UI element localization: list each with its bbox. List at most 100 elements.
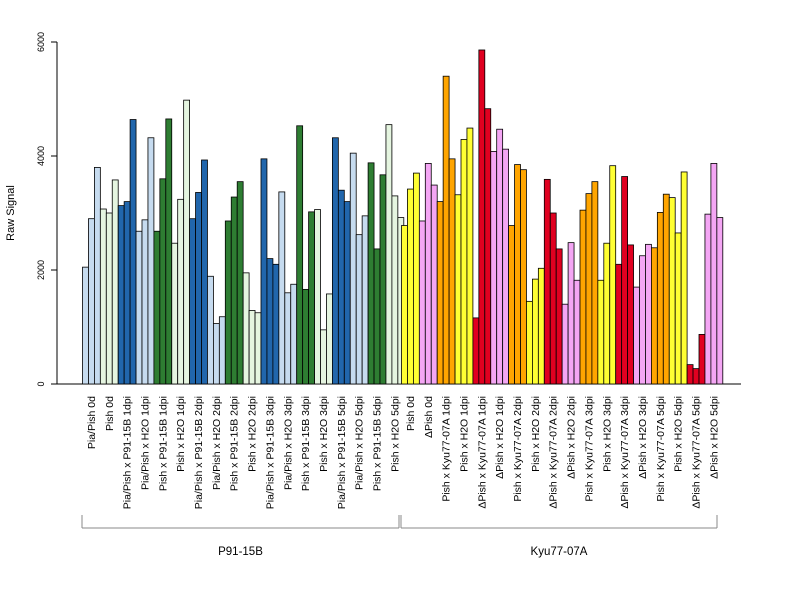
bar (230, 196, 238, 385)
bar (296, 125, 304, 385)
bar (424, 163, 432, 385)
x-tick-label: ΔPish x Kyu77-07A 3dpi (619, 396, 631, 509)
bar (320, 329, 327, 385)
bar (284, 292, 292, 385)
bar (302, 288, 309, 385)
bar (549, 212, 557, 385)
bar (561, 303, 569, 385)
bar (94, 166, 101, 385)
bar (153, 230, 161, 385)
bar (171, 242, 179, 385)
bracket-layer: P91-15B Kyu77-07A (81, 515, 718, 558)
bar (502, 148, 509, 385)
bar (165, 118, 173, 385)
bar (367, 162, 375, 385)
bar (496, 128, 504, 385)
bar (591, 181, 599, 385)
x-tick-label: Pish x Kyu77-07A 1dpi (441, 396, 453, 502)
y-tick-label: 2000 (36, 260, 46, 280)
bar (686, 364, 694, 385)
bar (290, 283, 298, 385)
bar (615, 263, 623, 385)
bar (460, 139, 468, 385)
bar (159, 178, 167, 385)
bar (236, 181, 244, 385)
bar (585, 193, 593, 385)
bar (361, 215, 369, 385)
bar (195, 192, 202, 385)
bar (207, 275, 214, 385)
x-tick-label: Pia/Pish 0d (86, 396, 98, 449)
bar (373, 248, 381, 385)
bars-layer (82, 49, 724, 385)
bar (177, 198, 185, 385)
x-tick-label: Pish x H2O 3dpi (601, 396, 613, 472)
bar (418, 220, 426, 385)
bar (201, 159, 208, 385)
bar (355, 234, 363, 385)
x-tick-label: Pish x H2O 2dpi (530, 396, 542, 472)
x-tick-label: Pia/Pish x H2O 5dpi (354, 396, 366, 490)
x-tick-label: Pia/Pish x P91-15B 2dpi (193, 396, 205, 509)
bar (266, 258, 274, 385)
bar (141, 219, 149, 385)
x-tick-label: Pish x Kyu77-07A 3dpi (583, 396, 595, 502)
x-tick-label: Pish x H2O 3dpi (318, 396, 330, 472)
x-tick-label: Pish 0d (405, 396, 417, 431)
x-tick-label: ΔPish 0d (423, 396, 435, 438)
bar (436, 201, 444, 385)
bar (242, 272, 250, 385)
x-tick-label: ΔPish x H2O 3dpi (637, 396, 649, 479)
bar (692, 368, 700, 385)
bar (555, 248, 563, 385)
bar (82, 266, 89, 385)
bar (543, 178, 551, 385)
bar (710, 163, 718, 385)
x-tick-label: Pia/Pish x H2O 1dpi (139, 396, 151, 490)
x-tick-label: ΔPish x H2O 1dpi (494, 396, 506, 479)
bar (633, 286, 640, 385)
bracket-label: Kyu77-07A (531, 546, 588, 558)
bar (603, 242, 611, 385)
bar (379, 174, 387, 385)
x-tick-label: Pia/Pish x P91-15B 1dpi (122, 396, 134, 509)
bar (466, 127, 474, 385)
bar (88, 218, 95, 385)
x-tick-label: Pish x P91-15B 2dpi (229, 396, 241, 491)
bar (662, 193, 670, 385)
y-axis-title: Raw Signal (5, 185, 17, 241)
bar (248, 310, 256, 385)
bar (385, 124, 393, 385)
bar (674, 232, 682, 385)
bar (567, 242, 575, 385)
bar (212, 323, 220, 385)
bar (349, 152, 357, 385)
bar (454, 194, 462, 385)
bar (272, 263, 280, 385)
bar (514, 164, 521, 385)
bar (716, 217, 724, 385)
labels-layer: Pia/Pish 0d Pish 0d Pia/Pish x P91-15B 1dp… (86, 396, 720, 509)
bar (651, 247, 658, 385)
bar (278, 191, 286, 385)
bar (412, 172, 420, 385)
bar (430, 184, 438, 385)
x-tick-label: Pia/Pish x H2O 2dpi (211, 396, 223, 490)
bar (337, 189, 345, 385)
bar (326, 293, 333, 385)
x-tick-label: ΔPish x H2O 2dpi (566, 396, 578, 479)
x-tick-label: Pish x H2O 2dpi (247, 396, 259, 472)
bar (442, 75, 450, 385)
bar (573, 279, 581, 385)
bar (331, 137, 339, 385)
bar (668, 197, 676, 385)
bar (260, 158, 268, 385)
y-tick-label: 6000 (36, 32, 46, 52)
bar (218, 316, 226, 385)
x-tick-label: Pish x H2O 5dpi (673, 396, 685, 472)
bar (478, 49, 486, 385)
bar (99, 208, 107, 385)
bar (343, 201, 351, 385)
